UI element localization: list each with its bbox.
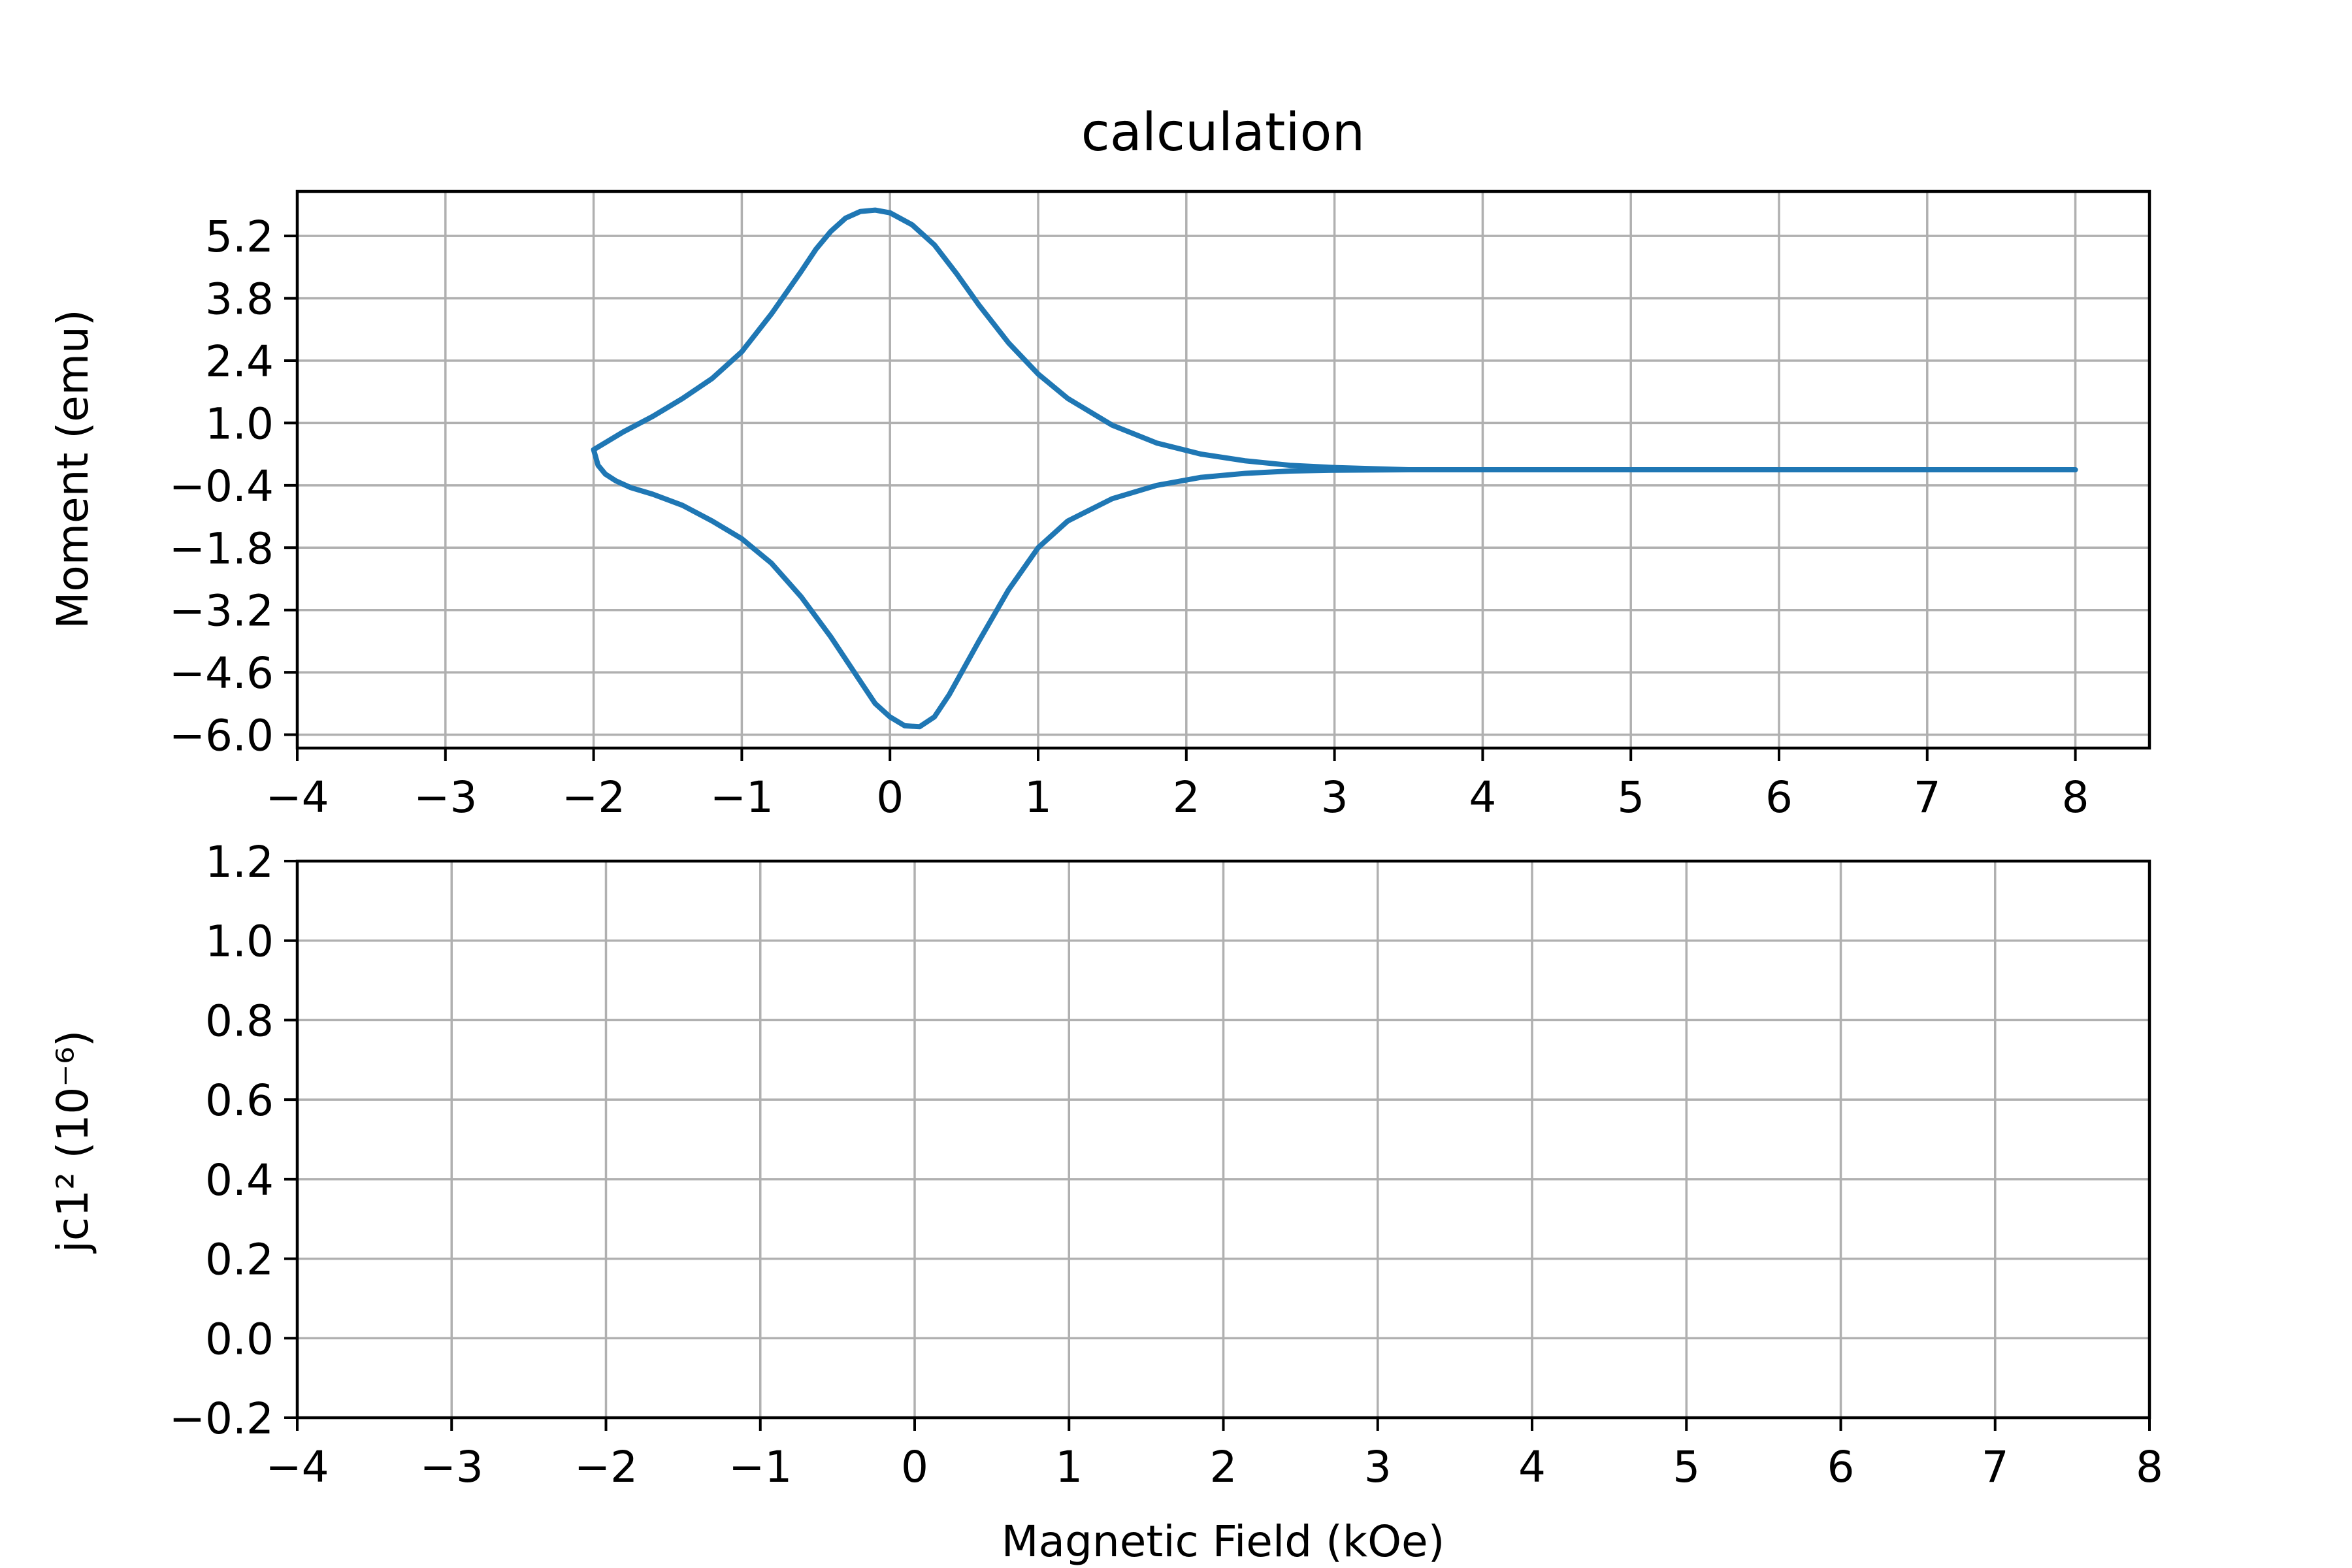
jc-x-tick-label: 4 <box>1518 1442 1546 1492</box>
jc-y-tick-label: 1.2 <box>205 837 274 887</box>
jc-plot: −4 −3 −2 −1 0 1 2 3 4 5 6 7 8 −0.2 0.0 0.2 0.4 0.6 0.8 1.0 1… <box>169 837 2163 1492</box>
jc-y-tick-label: 1.0 <box>205 917 274 967</box>
moment-y-tick-label: 1.0 <box>205 399 274 449</box>
moment-y-axis-label: Moment (emu) <box>48 309 98 629</box>
jc-x-tick-label: −4 <box>265 1442 329 1492</box>
moment-x-tick-label: 2 <box>1173 772 1200 823</box>
jc-x-tick-label: 8 <box>2136 1442 2163 1492</box>
moment-y-tick-label: −0.4 <box>169 461 274 512</box>
moment-x-tick-label: −3 <box>414 772 477 823</box>
moment-series-line <box>591 207 2078 730</box>
jc-y-tick-label: 0.0 <box>205 1314 274 1364</box>
moment-x-tick-label: −1 <box>710 772 774 823</box>
jc-x-tick-label: 1 <box>1055 1442 1083 1492</box>
moment-axes-frame <box>295 189 2151 750</box>
jc-y-tick-label: 0.6 <box>205 1075 274 1126</box>
moment-x-tick-label: 6 <box>1765 772 1793 823</box>
jc-x-tick-label: −1 <box>728 1442 792 1492</box>
moment-x-tick-label: 7 <box>1914 772 1941 823</box>
jc-x-tick-label: −2 <box>574 1442 638 1492</box>
jc-x-tick-label: −3 <box>420 1442 483 1492</box>
jc-x-tick-label: 5 <box>1673 1442 1700 1492</box>
moment-y-tick-label: −6.0 <box>169 711 274 761</box>
moment-x-tick-label: 8 <box>2062 772 2089 823</box>
jc-x-tick-label: 0 <box>901 1442 928 1492</box>
jc-y-tick-label: 0.8 <box>205 996 274 1046</box>
jc-x-tick-label: 2 <box>1210 1442 1237 1492</box>
jc-x-tick-label: 3 <box>1364 1442 1392 1492</box>
moment-x-tick-label: 5 <box>1617 772 1644 823</box>
jc-y-tick-label: −0.2 <box>169 1394 274 1444</box>
moment-x-tick-label: 3 <box>1321 772 1348 823</box>
moment-y-tick-label: 5.2 <box>205 212 274 262</box>
moment-x-tick-label: −2 <box>562 772 625 823</box>
moment-y-tick-label: −4.6 <box>169 648 274 698</box>
jc-x-tick-label: 7 <box>1982 1442 2009 1492</box>
moment-y-tick-label: 3.8 <box>205 274 274 325</box>
jc-y-tick-label: 0.2 <box>205 1235 274 1285</box>
moment-x-tick-label: −4 <box>265 772 329 823</box>
jc-y-tick-label: 0.4 <box>205 1155 274 1205</box>
moment-y-tick-label: 2.4 <box>205 336 274 387</box>
moment-plot: −4 −3 −2 −1 0 1 2 3 4 5 6 7 8 −6.0 −4.6 −3.2 −1.8 −0.4 1.0… <box>169 189 2151 823</box>
x-axis-label: Magnetic Field (kOe) <box>1002 1516 1445 1567</box>
moment-x-tick-label: 0 <box>876 772 904 823</box>
jc-x-tick-label: 6 <box>1827 1442 1855 1492</box>
moment-y-tick-label: −3.2 <box>169 586 274 636</box>
moment-x-tick-label: 4 <box>1469 772 1496 823</box>
chart-title: calculation <box>1081 102 1365 163</box>
moment-x-tick-label: 1 <box>1024 772 1052 823</box>
moment-y-tick-label: −1.8 <box>169 523 274 574</box>
jc-y-axis-label: jc1² (10⁻⁶) <box>48 1030 98 1254</box>
